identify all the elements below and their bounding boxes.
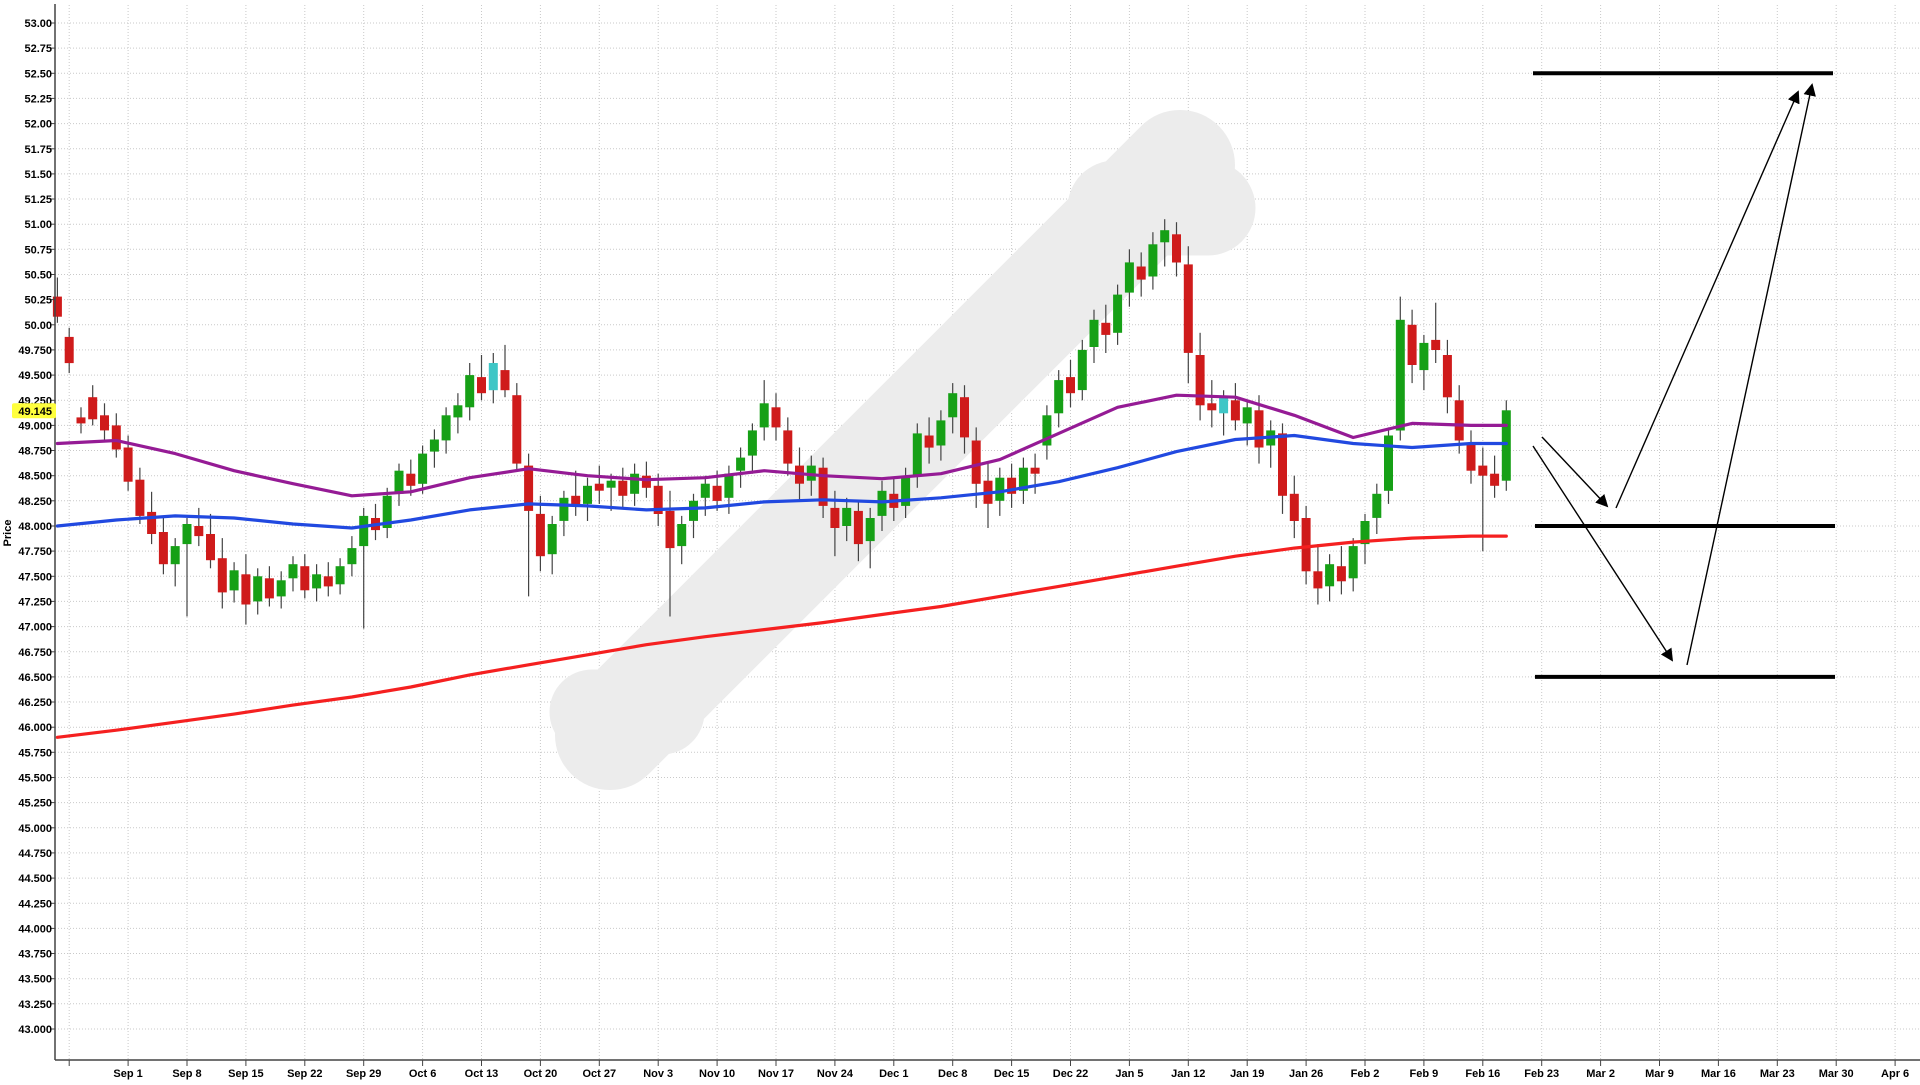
svg-text:49.000: 49.000 — [18, 420, 52, 432]
svg-text:Mar 16: Mar 16 — [1701, 1068, 1736, 1080]
svg-text:Jan 19: Jan 19 — [1230, 1068, 1264, 1080]
svg-text:44.250: 44.250 — [18, 898, 52, 910]
svg-text:45.500: 45.500 — [18, 773, 52, 785]
svg-text:Dec 1: Dec 1 — [879, 1068, 908, 1080]
svg-text:47.500: 47.500 — [18, 571, 52, 583]
svg-text:Sep 29: Sep 29 — [346, 1068, 381, 1080]
svg-text:43.750: 43.750 — [18, 949, 52, 961]
svg-text:Sep 15: Sep 15 — [228, 1068, 263, 1080]
svg-text:43.250: 43.250 — [18, 999, 52, 1011]
svg-text:Mar 9: Mar 9 — [1645, 1068, 1674, 1080]
drawn-annotations[interactable] — [1532, 71, 1835, 679]
grid-lines — [55, 5, 1920, 1060]
platform-logo-watermark — [549, 110, 1256, 790]
svg-text:53.00: 53.00 — [24, 18, 52, 30]
svg-text:Feb 23: Feb 23 — [1524, 1068, 1559, 1080]
svg-text:Apr 6: Apr 6 — [1881, 1068, 1909, 1080]
trend-arrow — [1541, 436, 1609, 508]
svg-text:Nov 17: Nov 17 — [758, 1068, 794, 1080]
svg-text:44.750: 44.750 — [18, 848, 52, 860]
svg-text:52.00: 52.00 — [24, 119, 52, 131]
x-axis-labels: Sep 1 Sep 8 Sep 15 Sep 22 Sep 29 Oct 6 Oct 13 O… — [113, 1068, 1909, 1080]
svg-text:48.250: 48.250 — [18, 496, 52, 508]
svg-text:52.50: 52.50 — [24, 68, 52, 80]
svg-text:46.500: 46.500 — [18, 672, 52, 684]
svg-text:51.00: 51.00 — [24, 219, 52, 231]
axes — [50, 4, 1920, 1066]
svg-text:Feb 16: Feb 16 — [1465, 1068, 1500, 1080]
svg-text:Nov 10: Nov 10 — [699, 1068, 735, 1080]
svg-text:Oct 6: Oct 6 — [409, 1068, 437, 1080]
svg-text:Mar 2: Mar 2 — [1586, 1068, 1615, 1080]
svg-text:46.250: 46.250 — [18, 697, 52, 709]
moving-average-mid-line — [55, 433, 1508, 530]
svg-text:Nov 3: Nov 3 — [643, 1068, 673, 1080]
svg-text:46.750: 46.750 — [18, 647, 52, 659]
svg-text:51.25: 51.25 — [24, 194, 52, 206]
svg-text:Nov 24: Nov 24 — [817, 1068, 854, 1080]
svg-text:Mar 23: Mar 23 — [1760, 1068, 1795, 1080]
svg-text:Jan 5: Jan 5 — [1115, 1068, 1143, 1080]
svg-text:50.25: 50.25 — [24, 295, 52, 307]
svg-text:Oct 20: Oct 20 — [524, 1068, 558, 1080]
svg-text:52.75: 52.75 — [24, 43, 52, 55]
svg-text:43.000: 43.000 — [18, 1024, 52, 1036]
current-price-tag: 49.145 — [12, 403, 56, 419]
svg-text:Dec 15: Dec 15 — [994, 1068, 1029, 1080]
svg-text:51.50: 51.50 — [24, 169, 52, 181]
moving-average-fast-line — [55, 393, 1508, 498]
svg-text:Feb 2: Feb 2 — [1351, 1068, 1380, 1080]
svg-text:50.75: 50.75 — [24, 244, 52, 256]
svg-text:48.000: 48.000 — [18, 521, 52, 533]
svg-text:43.500: 43.500 — [18, 974, 52, 986]
svg-text:45.750: 45.750 — [18, 747, 52, 759]
svg-text:44.500: 44.500 — [18, 873, 52, 885]
y-axis-labels: 53.00 52.75 52.50 52.25 52.00 51.75 51.50 51.25… — [18, 18, 52, 1036]
moving-average-slow-line — [55, 534, 1508, 739]
svg-text:47.000: 47.000 — [18, 622, 52, 634]
trend-arrow — [1532, 445, 1674, 662]
trend-arrow — [1615, 90, 1800, 509]
svg-text:50.00: 50.00 — [24, 320, 52, 332]
svg-text:Jan 12: Jan 12 — [1171, 1068, 1205, 1080]
y-axis-title: Price — [2, 520, 14, 547]
svg-text:Mar 30: Mar 30 — [1819, 1068, 1854, 1080]
svg-text:48.750: 48.750 — [18, 446, 52, 458]
svg-text:45.250: 45.250 — [18, 798, 52, 810]
svg-text:45.000: 45.000 — [18, 823, 52, 835]
svg-text:Sep 8: Sep 8 — [172, 1068, 201, 1080]
svg-text:Jan 26: Jan 26 — [1289, 1068, 1323, 1080]
svg-text:50.50: 50.50 — [24, 270, 52, 282]
svg-text:52.25: 52.25 — [24, 93, 52, 105]
svg-text:Oct 27: Oct 27 — [582, 1068, 616, 1080]
svg-text:49.500: 49.500 — [18, 370, 52, 382]
svg-text:Dec 22: Dec 22 — [1053, 1068, 1088, 1080]
svg-text:Oct 13: Oct 13 — [465, 1068, 499, 1080]
svg-text:47.250: 47.250 — [18, 596, 52, 608]
trend-arrow — [1686, 83, 1816, 666]
svg-text:47.750: 47.750 — [18, 546, 52, 558]
svg-text:49.750: 49.750 — [18, 345, 52, 357]
svg-text:44.000: 44.000 — [18, 923, 52, 935]
svg-text:Dec 8: Dec 8 — [938, 1068, 967, 1080]
svg-text:46.000: 46.000 — [18, 722, 52, 734]
svg-text:51.75: 51.75 — [24, 144, 52, 156]
svg-text:48.500: 48.500 — [18, 471, 52, 483]
svg-text:49.145: 49.145 — [18, 406, 52, 418]
svg-text:Sep 1: Sep 1 — [113, 1068, 142, 1080]
svg-text:Sep 22: Sep 22 — [287, 1068, 322, 1080]
svg-text:Feb 9: Feb 9 — [1410, 1068, 1439, 1080]
